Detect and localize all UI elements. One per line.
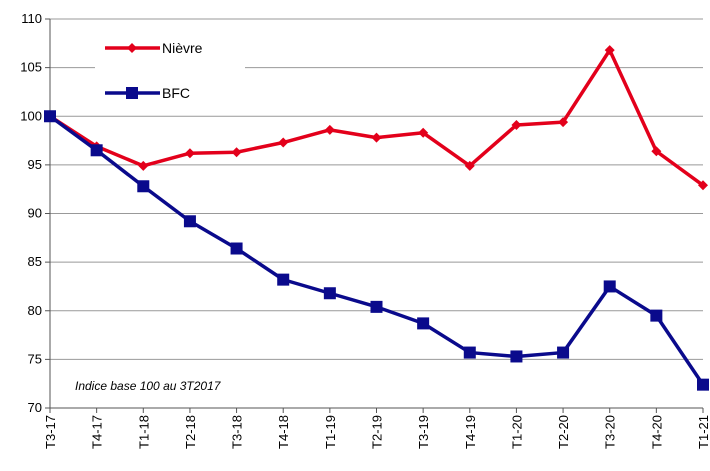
point: [138, 160, 149, 171]
x-tick-label: T3-19: [416, 415, 431, 449]
point: [650, 309, 663, 322]
point: [463, 346, 476, 359]
point: [510, 350, 523, 363]
point: [371, 132, 382, 143]
x-tick-label: T1-21: [696, 415, 710, 449]
legend-marker: [126, 87, 138, 99]
x-tick-label: T1-20: [509, 415, 524, 449]
point: [90, 144, 103, 157]
legend-background: [95, 30, 245, 110]
x-tick-label: T2-18: [183, 415, 198, 449]
y-tick-label: 95: [28, 157, 42, 172]
point: [418, 127, 429, 138]
point: [557, 346, 570, 359]
legend-marker: [127, 43, 137, 53]
x-tick-label: T4-18: [276, 415, 291, 449]
legend-label: Nièvre: [162, 40, 203, 56]
y-tick-label: 80: [28, 303, 42, 318]
point: [651, 146, 662, 157]
point: [698, 180, 708, 191]
x-tick-label: T3-20: [603, 415, 618, 449]
series-line: [48, 114, 705, 386]
annotation: Indice base 100 au 3T2017: [75, 379, 222, 393]
point: [183, 215, 196, 228]
point: [324, 124, 335, 135]
point: [277, 273, 290, 286]
point: [417, 317, 430, 330]
point: [697, 378, 709, 391]
y-tick-label: 90: [28, 206, 42, 221]
x-tick-label: T2-20: [556, 415, 571, 449]
point: [604, 45, 615, 56]
point: [511, 120, 522, 131]
legend-label: BFC: [162, 85, 190, 101]
x-tick-label: T4-17: [90, 415, 105, 449]
point: [44, 110, 56, 123]
point: [230, 242, 243, 255]
x-tick-label: T1-19: [323, 415, 338, 449]
y-tick-label: 75: [28, 351, 42, 366]
x-tick-label: T4-19: [463, 415, 478, 449]
y-tick-label: 110: [21, 11, 42, 26]
point: [603, 280, 616, 293]
point: [137, 180, 150, 193]
point: [231, 147, 242, 158]
y-tick-label: 85: [28, 254, 42, 269]
point: [278, 137, 289, 148]
point: [184, 148, 195, 159]
x-tick-label: T2-19: [370, 415, 385, 449]
point: [370, 300, 383, 313]
x-tick-label: T3-17: [43, 415, 58, 449]
point: [558, 117, 569, 128]
point: [464, 160, 475, 171]
y-tick-label: 70: [28, 400, 42, 415]
x-tick-label: T1-18: [136, 415, 151, 449]
x-tick-label: T3-18: [230, 415, 245, 449]
x-tick-label: T4-20: [649, 415, 664, 449]
y-tick-label: 105: [20, 60, 42, 75]
y-tick-label: 100: [20, 108, 42, 123]
point: [323, 287, 336, 300]
